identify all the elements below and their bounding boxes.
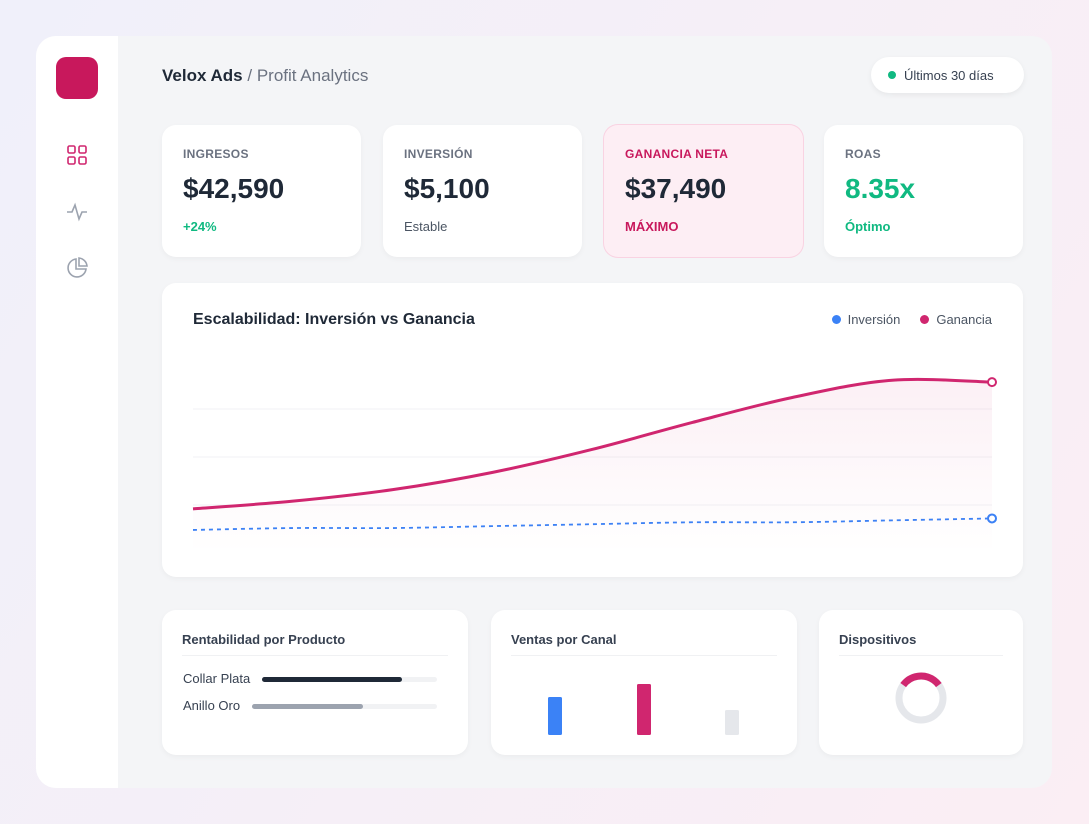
kpi-value: $37,490 xyxy=(625,173,727,204)
legend-label: Inversión xyxy=(847,312,901,327)
kpi-label: GANANCIA NETA xyxy=(625,147,729,161)
status-dot xyxy=(888,71,896,79)
progress-fill xyxy=(252,704,363,709)
kpi-label: ROAS xyxy=(845,147,881,161)
kpi-card: INVERSIÓN $5,100 Estable xyxy=(383,125,582,257)
brand: Velox Ads xyxy=(162,66,243,85)
kpi-label: INGRESOS xyxy=(183,147,249,161)
panel-title: Rentabilidad por Producto xyxy=(182,632,346,647)
channels-card: Ventas por Canal xyxy=(491,610,797,755)
separator: / xyxy=(247,66,253,85)
legend: Inversión Ganancia xyxy=(831,312,992,327)
panel-title: Dispositivos xyxy=(839,632,917,647)
kpi-card: GANANCIA NETA $37,490 MÁXIMO xyxy=(604,125,803,257)
bar xyxy=(548,697,562,735)
devices-card: Dispositivos xyxy=(819,610,1023,755)
dashboard-icon[interactable] xyxy=(66,144,88,166)
breadcrumb: Velox Ads / Profit Analytics xyxy=(162,66,368,86)
line-chart xyxy=(192,377,997,553)
product-name: Collar Plata xyxy=(183,671,251,686)
legend-label: Ganancia xyxy=(936,312,992,327)
products-card: Rentabilidad por Producto Collar Plata An… xyxy=(162,610,468,755)
kpi-card: INGRESOS $42,590 +24% xyxy=(162,125,361,257)
pie-icon[interactable] xyxy=(66,257,88,279)
bar-chart xyxy=(548,684,739,735)
area-fill xyxy=(193,379,992,553)
product-name: Anillo Oro xyxy=(183,698,241,713)
progress-fill xyxy=(262,677,402,682)
divider xyxy=(182,655,448,656)
donut-chart xyxy=(895,672,947,724)
kpi-value: $42,590 xyxy=(183,173,285,204)
kpi-value: 8.35x xyxy=(845,173,916,204)
legend-item[interactable]: Ganancia xyxy=(920,312,992,327)
legend-dot xyxy=(920,315,930,324)
period-pill[interactable]: Últimos 30 días xyxy=(871,57,1024,93)
kpi-note: Óptimo xyxy=(845,219,891,234)
period: Últimos 30 días xyxy=(904,68,994,83)
kpi-label: INVERSIÓN xyxy=(404,147,473,161)
activity-icon[interactable] xyxy=(66,201,88,223)
end-point xyxy=(987,377,997,388)
page-title: Profit Analytics xyxy=(256,66,369,85)
logo xyxy=(56,57,98,99)
chart-card: Escalabilidad: Inversión vs Ganancia Inv… xyxy=(162,283,1023,577)
panel-title: Ventas por Canal xyxy=(511,632,617,647)
legend-item[interactable]: Inversión xyxy=(831,312,901,327)
kpi-note: MÁXIMO xyxy=(625,219,679,234)
divider xyxy=(839,655,1003,656)
bar xyxy=(725,710,739,735)
bar xyxy=(637,684,651,735)
divider xyxy=(511,655,777,656)
kpi-note: +24% xyxy=(183,219,217,234)
kpi-card: ROAS 8.35x Óptimo xyxy=(824,125,1023,257)
series-line xyxy=(192,377,993,511)
legend-dot xyxy=(831,315,841,324)
chart-title: Escalabilidad: Inversión vs Ganancia xyxy=(193,311,475,328)
kpi-note: Estable xyxy=(404,219,448,234)
kpi-value: $5,100 xyxy=(404,173,490,204)
sidebar xyxy=(36,36,118,788)
